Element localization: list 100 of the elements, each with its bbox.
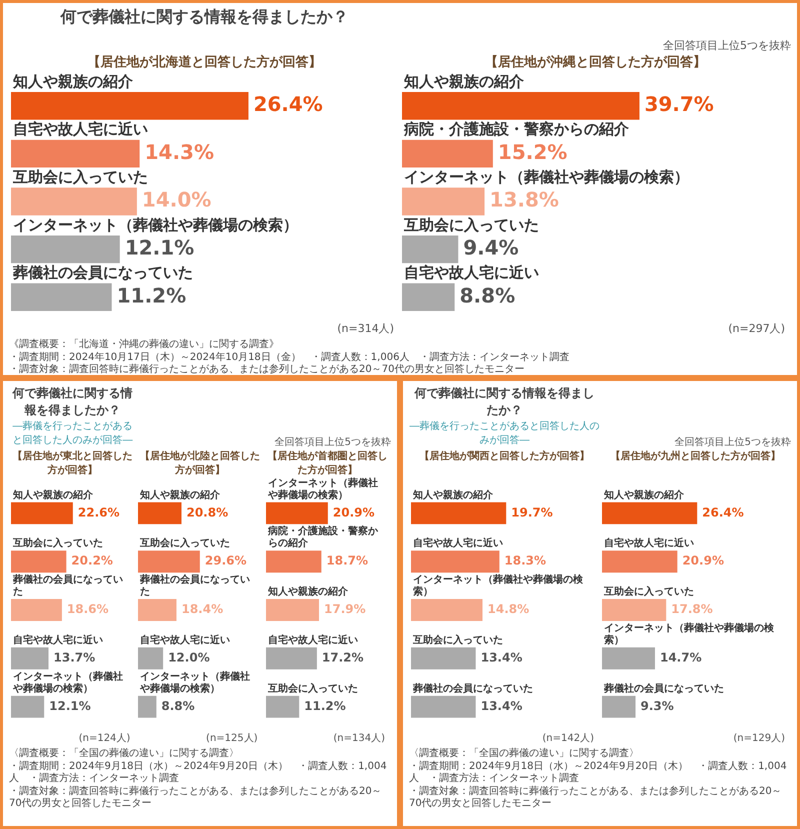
- data-label: 26.4%: [253, 92, 323, 116]
- y-tick-label: 自宅や故人宅に近い: [268, 634, 358, 646]
- y-tick-label: 葬儀社の会員になっていた: [12, 264, 193, 282]
- data-label: 14.8%: [487, 602, 530, 616]
- text: ・調査対象：調査回答時に葬儀行ったことがある、または参列したことがある20～70代の男女と回答したモニター: [9, 786, 383, 810]
- text: 【居住地が九州と回答した方が回答】: [610, 449, 782, 464]
- data-label: 8.8%: [460, 283, 516, 308]
- text: (n=125人): [205, 732, 259, 745]
- bar: [11, 92, 248, 120]
- y-tick-label: インターネット（葬儀社や葬儀場の検索）: [604, 622, 775, 646]
- data-label: 14.0%: [142, 188, 212, 212]
- y-tick-label: 自宅や故人宅に近い: [13, 634, 103, 646]
- data-label: 20.9%: [682, 554, 724, 568]
- y-tick-label: 葬儀社の会員になっていた: [603, 682, 724, 694]
- text: 〈調査概要：「全国の葬儀の違い」に関する調査〉: [9, 748, 240, 760]
- bar: [11, 188, 137, 216]
- y-tick-label: 自宅や故人宅に近い: [13, 120, 148, 138]
- text: (n=314人): [336, 321, 395, 336]
- data-label: 14.7%: [660, 650, 702, 665]
- data-label: 9.3%: [640, 698, 674, 713]
- annotation: 【居住地が首都圏と回答した方が回答】: [266, 450, 388, 476]
- y-tick-label: 葬儀社の会員になっていた: [139, 574, 250, 598]
- bar: [266, 647, 317, 670]
- bar: [266, 696, 299, 718]
- text: 【居住地が関西と回答した方が回答】: [418, 449, 590, 464]
- chart-subtitle: ―葬儀を行ったことがあると回答した人のみが回答―: [12, 420, 134, 447]
- bar: [11, 235, 120, 264]
- y-tick-label: インターネット（葬儀社や葬儀場の検索）: [266, 476, 378, 501]
- data-label: 13.8%: [490, 188, 559, 212]
- y-tick-label: 病院・介護施設・警察からの紹介: [403, 120, 630, 138]
- bar: [402, 235, 458, 264]
- bar: [602, 550, 678, 573]
- text: (n=129人): [732, 732, 786, 745]
- bar: [602, 647, 655, 670]
- data-label: 26.4%: [702, 505, 744, 520]
- data-label: 11.2%: [116, 283, 186, 308]
- bar: [411, 599, 482, 621]
- chart-subtitle: ―葬儀を行ったことがあると回答した人のみが回答―: [409, 420, 600, 447]
- chart-subtitle: 全回答項目上位5つを抜粋: [274, 436, 391, 449]
- data-label: 18.3%: [504, 554, 546, 568]
- y-tick-label: 知人や親族の紹介: [403, 72, 525, 90]
- y-tick-label: インターネット（葬儀社や葬儀場の検索）: [12, 670, 123, 694]
- annotation: 【居住地が北陸と回答した方が回答】: [138, 450, 261, 476]
- text: ・調査期間：2024年9月18日（水）～2024年9月20日（木） ・調査人数：1,004人 ・調査方法：インターネット調査: [409, 760, 788, 786]
- data-label: 17.2%: [322, 650, 364, 665]
- data-label: 9.4%: [463, 236, 519, 260]
- y-tick-label: 知人や親族の紹介: [412, 488, 494, 501]
- bar: [402, 140, 493, 168]
- y-tick-label: 互助会に入っていた: [412, 634, 503, 646]
- data-label: 18.7%: [326, 554, 368, 568]
- y-tick-label: 病院・介護施設・警察からの紹介: [266, 525, 379, 550]
- bar: [11, 599, 62, 621]
- data-label: 17.8%: [671, 602, 713, 616]
- bar: [11, 550, 66, 573]
- data-label: 8.8%: [162, 698, 196, 713]
- data-label: 18.4%: [182, 602, 224, 616]
- data-label: 13.7%: [54, 650, 96, 665]
- data-label: 18.6%: [66, 602, 109, 616]
- data-label: 14.3%: [144, 140, 214, 164]
- data-label: 12.1%: [49, 698, 91, 713]
- text: 【居住地が北海道と回答した方が回答】: [86, 54, 322, 71]
- y-tick-label: インターネット（葬儀社や葬儀場の検索）: [13, 216, 298, 234]
- y-tick-label: 自宅や故人宅に近い: [413, 537, 503, 550]
- chart-title: 何で葬儀社に関する情報を得ましたか？: [413, 385, 596, 419]
- data-label: 13.4%: [480, 698, 522, 713]
- y-tick-label: 互助会に入っていた: [266, 682, 358, 694]
- bar: [411, 647, 476, 670]
- y-tick-label: 知人や親族の紹介: [12, 488, 94, 501]
- data-label: 22.6%: [78, 505, 120, 520]
- y-tick-label: インターネット（葬儀社や葬儀場の検索）: [413, 574, 584, 598]
- data-label: 15.2%: [498, 140, 568, 164]
- data-label: 17.9%: [324, 602, 366, 616]
- chart-title: 何で葬儀社に関する情報を得ましたか？: [11, 385, 134, 419]
- bar: [138, 502, 182, 524]
- text: 全回答項目上位5つを抜粋: [674, 436, 791, 449]
- data-label: 19.7%: [511, 505, 553, 520]
- y-tick-label: 葬儀社の会員になっていた: [12, 574, 123, 598]
- text: 《調査概要：「北海道・沖縄の葬儀の違い」に関する調査》: [9, 339, 280, 352]
- y-tick-label: 知人や親族の紹介: [266, 586, 349, 598]
- data-label: 39.7%: [644, 92, 714, 116]
- bar: [602, 599, 666, 621]
- bar: [138, 696, 157, 718]
- y-tick-label: 互助会に入っていた: [12, 168, 148, 186]
- text: (n=124人): [78, 732, 132, 745]
- bar: [266, 550, 322, 573]
- bar: [266, 502, 328, 524]
- bar: [138, 599, 177, 621]
- data-label: 20.8%: [186, 505, 228, 520]
- bar: [11, 140, 140, 168]
- y-tick-label: インターネット（葬儀社や葬儀場の検索）: [404, 168, 689, 186]
- data-label: 20.9%: [332, 505, 374, 520]
- y-tick-label: インターネット（葬儀社や葬儀場の検索）: [139, 670, 250, 694]
- bar: [411, 696, 476, 718]
- y-tick-label: 互助会に入っていた: [603, 586, 694, 598]
- text: ・調査期間：2024年10月17日（木）～2024年10月18日（金） ・調査人数：1,006人 ・調査方法：インターネット調査: [9, 352, 570, 364]
- data-label: 11.2%: [304, 698, 346, 713]
- bar: [411, 502, 506, 524]
- y-tick-label: 自宅や故人宅に近い: [404, 264, 539, 282]
- bar: [11, 647, 49, 670]
- text: (n=297人): [727, 321, 786, 336]
